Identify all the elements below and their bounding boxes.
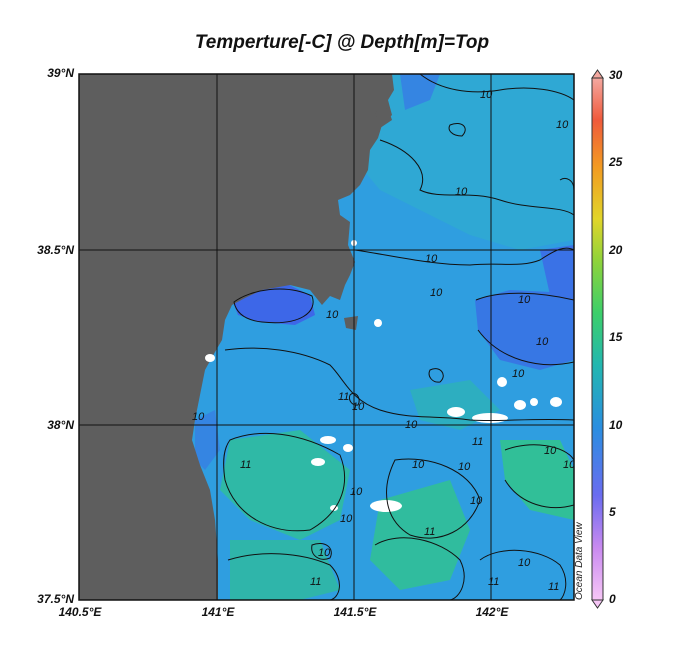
colorbar-tick-25: 25 bbox=[609, 155, 623, 169]
contour-label-10: 10 bbox=[518, 557, 531, 569]
cold-patch bbox=[400, 74, 440, 110]
warm-patch bbox=[220, 430, 350, 540]
contour-label-11: 11 bbox=[424, 526, 435, 538]
colorbar-tick-15: 15 bbox=[609, 330, 623, 344]
colorbar-tick-5: 5 bbox=[609, 505, 616, 519]
colorbar-tick-10: 10 bbox=[609, 418, 623, 432]
y-tick-38-5n: 38.5°N bbox=[37, 243, 74, 257]
x-tick-140-5e: 140.5°E bbox=[58, 605, 102, 619]
graticule bbox=[79, 74, 574, 600]
contour-lines bbox=[223, 74, 574, 600]
warm-patch bbox=[230, 540, 340, 600]
contour-label-10: 10 bbox=[544, 445, 557, 457]
contour-label-10: 10 bbox=[352, 401, 365, 413]
contour-label-10: 10 bbox=[430, 287, 443, 299]
contour-label-10: 10 bbox=[318, 547, 331, 559]
warm-patch bbox=[355, 74, 574, 250]
y-tick-38n: 38°N bbox=[47, 418, 74, 432]
contour-label-10: 10 bbox=[326, 309, 339, 321]
contour-label-10: 10 bbox=[556, 119, 569, 131]
contour-label-10: 10 bbox=[512, 368, 525, 380]
contour-label-10: 10 bbox=[192, 411, 205, 423]
x-tick-141-5e: 141.5°E bbox=[333, 605, 377, 619]
cold-patch bbox=[540, 245, 574, 300]
contour-label-10: 10 bbox=[518, 294, 531, 306]
x-tick-141e: 141°E bbox=[201, 605, 235, 619]
contour-label-10: 10 bbox=[340, 513, 353, 525]
contour-label-10: 10 bbox=[536, 336, 549, 348]
contour-label-10: 10 bbox=[455, 186, 468, 198]
land-mass bbox=[79, 74, 394, 600]
contour-label-10: 10 bbox=[458, 461, 471, 473]
ocean-data-view-watermark: Ocean Data View bbox=[574, 522, 585, 600]
y-tick-37-5n: 37.5°N bbox=[37, 592, 74, 606]
contour-label-11: 11 bbox=[240, 459, 251, 471]
contour-label-11: 11 bbox=[548, 581, 559, 593]
contour-label-11: 11 bbox=[338, 391, 349, 403]
y-tick-39n: 39°N bbox=[47, 66, 74, 80]
contour-label-11: 11 bbox=[488, 576, 499, 588]
colorbar-tick-0: 0 bbox=[609, 592, 616, 606]
contour-label-10: 10 bbox=[412, 459, 425, 471]
colorbar-tick-20: 20 bbox=[609, 243, 623, 257]
colorbar-tick-30: 30 bbox=[609, 68, 623, 82]
x-tick-142e: 142°E bbox=[475, 605, 509, 619]
land-islet bbox=[375, 108, 392, 128]
warm-patch bbox=[500, 440, 574, 520]
land-islet bbox=[344, 316, 358, 330]
plot-frame bbox=[78, 73, 575, 601]
contour-label-10: 10 bbox=[350, 486, 363, 498]
contour-label-10: 10 bbox=[425, 253, 438, 265]
contour-label-10: 10 bbox=[480, 89, 493, 101]
contour-label-11: 11 bbox=[472, 436, 483, 448]
contour-label-10: 10 bbox=[563, 459, 576, 471]
contour-labels: 10 10 10 10 10 10 10 10 10 10 10 10 10 1… bbox=[192, 89, 576, 593]
map-title: Temperture[-C] @ Depth[m]=Top bbox=[194, 32, 490, 53]
colorbar bbox=[591, 69, 604, 609]
contour-label-10: 10 bbox=[470, 495, 483, 507]
contour-label-11: 11 bbox=[310, 576, 321, 588]
